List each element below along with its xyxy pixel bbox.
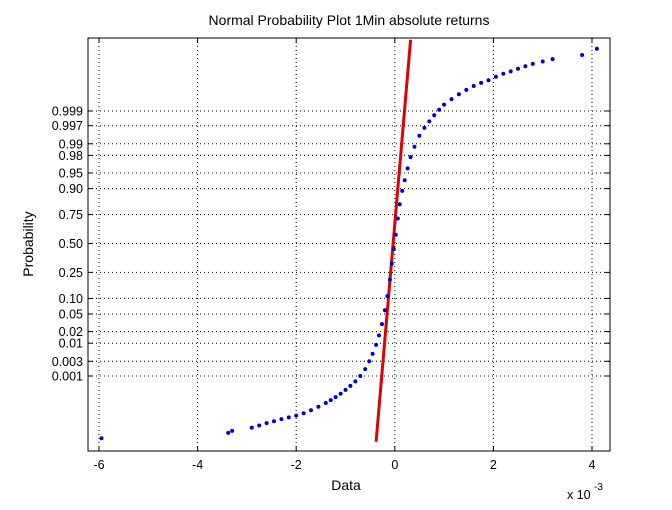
y-tick-label: 0.75 [59, 208, 83, 222]
data-point [380, 322, 384, 327]
data-point [594, 46, 599, 51]
x-tick-label: 2 [490, 458, 497, 472]
y-tick-label: 0.99 [59, 137, 83, 151]
data-point [99, 436, 104, 441]
x-axis-ticks: -6 -4 -2 0 2 4 [93, 38, 596, 472]
data-point [309, 408, 313, 413]
data-point [449, 97, 454, 102]
data-point [230, 428, 235, 433]
data-point [353, 379, 358, 384]
data-point [226, 430, 231, 435]
data-point [523, 64, 528, 69]
data-point [479, 80, 484, 85]
grid-lines [88, 38, 610, 451]
data-point [437, 107, 442, 112]
x-exponent-label: x 10 [567, 488, 591, 502]
plot-area-frame [87, 37, 611, 452]
y-tick-label: 0.01 [59, 337, 83, 351]
x-tick-label: 4 [589, 458, 596, 472]
data-point [377, 333, 381, 338]
data-point [550, 57, 555, 62]
data-point [516, 66, 520, 71]
data-point [387, 277, 392, 282]
data-point [391, 246, 396, 251]
data-point [286, 415, 291, 420]
data-point [363, 367, 368, 372]
data-point [367, 359, 372, 364]
data-point [405, 166, 410, 171]
y-tick-label: 0.10 [59, 292, 83, 306]
data-point [323, 401, 328, 405]
data-point [393, 232, 398, 237]
data-point [338, 391, 343, 396]
data-point [442, 102, 447, 107]
y-tick-label: 0.90 [59, 182, 83, 196]
data-point [580, 53, 585, 57]
y-tick-label: 0.95 [59, 167, 83, 181]
y-tick-label: 0.05 [59, 308, 83, 322]
data-point [408, 155, 413, 160]
data-point [272, 419, 276, 424]
data-point [358, 374, 363, 378]
data-point [395, 216, 400, 221]
data-points [99, 46, 599, 441]
data-point [264, 421, 269, 426]
x-axis-title: Data [331, 477, 361, 493]
data-point [456, 92, 461, 97]
data-point [374, 342, 379, 347]
data-point [493, 74, 498, 79]
data-point [501, 71, 506, 76]
data-point [389, 261, 394, 266]
data-point [343, 387, 348, 392]
y-tick-label: 0.001 [52, 370, 83, 384]
y-tick-label: 0.003 [52, 355, 83, 369]
data-point [422, 125, 427, 130]
data-point [402, 178, 407, 183]
data-point [530, 61, 535, 66]
data-point [316, 404, 321, 409]
y-tick-label: 0.997 [52, 119, 83, 133]
y-tick-label: 0.98 [59, 149, 83, 163]
x-exponent-power: -3 [594, 482, 603, 493]
data-point [333, 395, 338, 400]
data-point [385, 294, 390, 299]
y-axis-title: Probability [20, 211, 36, 276]
data-point [508, 69, 513, 74]
data-point [279, 417, 284, 422]
x-tick-label: -2 [291, 458, 302, 472]
data-point [486, 78, 491, 83]
y-tick-label: 0.50 [59, 237, 83, 251]
data-point [412, 144, 417, 149]
x-tick-label: -6 [93, 458, 104, 472]
data-point [348, 383, 353, 388]
data-point [294, 413, 299, 418]
data-point [382, 308, 387, 313]
data-point [257, 423, 262, 428]
y-tick-label: 0.25 [59, 266, 83, 280]
data-point [301, 411, 306, 416]
y-tick-label: 0.999 [52, 105, 83, 119]
chart-title: Normal Probability Plot 1Min absolute re… [209, 12, 490, 28]
data-point [464, 87, 469, 92]
data-point [432, 113, 437, 118]
data-point [370, 351, 375, 356]
data-point [400, 188, 405, 193]
data-point [328, 398, 333, 403]
data-point [471, 84, 476, 88]
y-tick-label: 0.02 [59, 325, 83, 339]
data-point [540, 59, 545, 64]
data-point [397, 202, 402, 207]
fit-line [374, 39, 413, 442]
data-point [249, 425, 254, 430]
x-tick-label: 0 [391, 458, 398, 472]
data-point [417, 133, 422, 138]
data-point [427, 119, 432, 124]
x-tick-label: -4 [192, 458, 203, 472]
